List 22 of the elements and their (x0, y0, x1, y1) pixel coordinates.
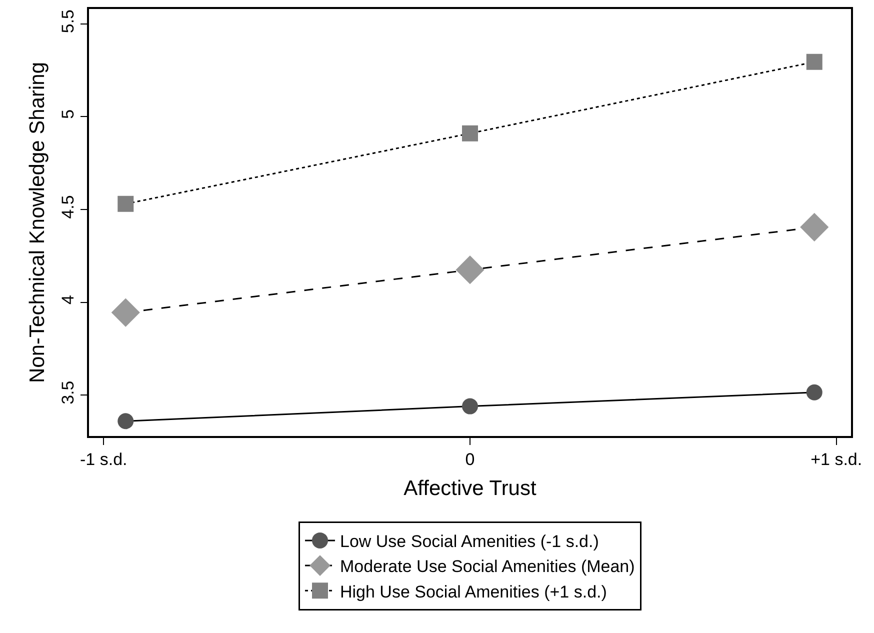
legend-label: High Use Social Amenities (+1 s.d.) (340, 582, 607, 602)
point (462, 125, 478, 142)
point (118, 196, 134, 212)
legend-label: Low Use Social Amenities (-1 s.d.) (340, 532, 599, 552)
x-tick-label: 0 (465, 450, 475, 470)
point (462, 398, 478, 414)
point (111, 298, 140, 327)
point (800, 212, 829, 242)
y-tick-label: 5 (58, 109, 78, 119)
y-tick-label: 3.5 (58, 380, 78, 404)
y-axis-title: Non-Technical Knowledge Sharing (26, 62, 50, 384)
y-tick-label: 4 (58, 295, 78, 305)
x-tick-label: +1 s.d. (810, 450, 862, 470)
x-axis-title: Affective Trust (404, 476, 536, 500)
y-tick-label: 4.5 (58, 195, 78, 219)
point (456, 256, 484, 284)
point (806, 54, 822, 70)
point (806, 384, 822, 400)
point (118, 413, 134, 430)
y-tick-label: 5.5 (58, 9, 78, 34)
legend-label: Moderate Use Social Amenities (Mean) (340, 557, 635, 576)
x-tick-label: -1 s.d. (80, 450, 128, 470)
